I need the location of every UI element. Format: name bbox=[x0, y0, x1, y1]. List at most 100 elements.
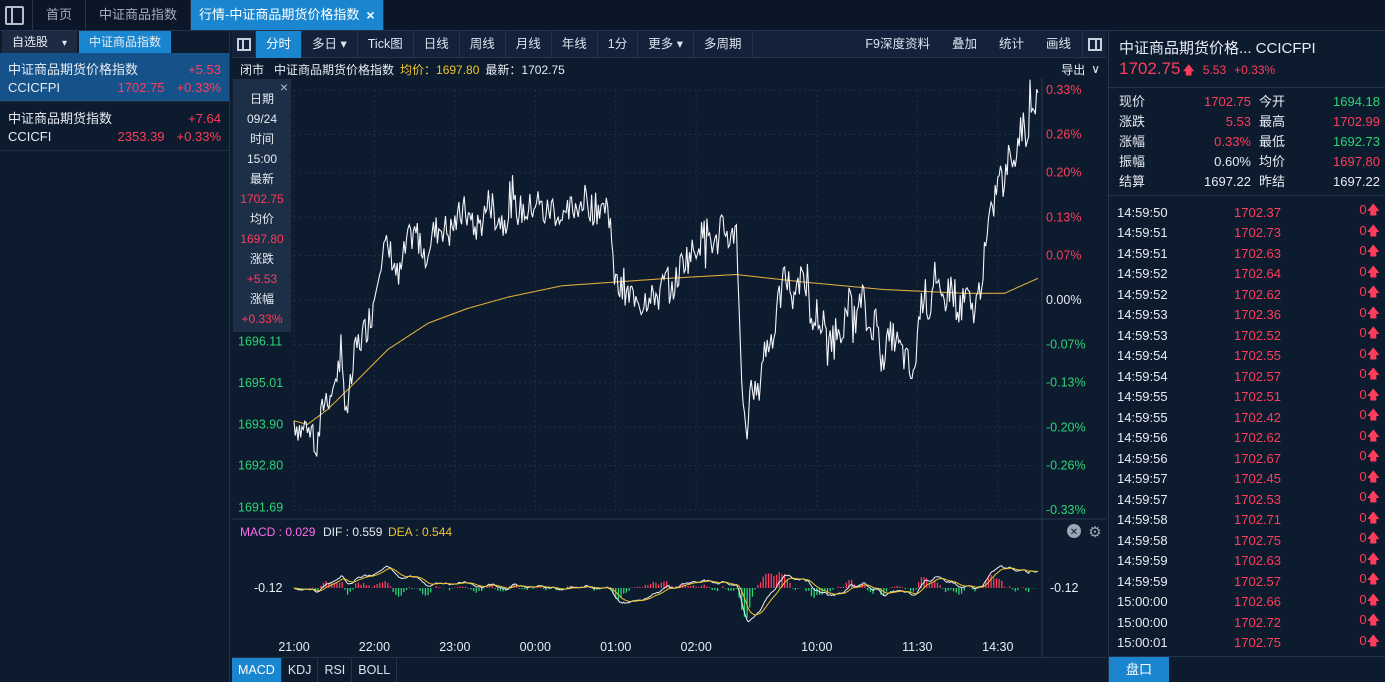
watchlist-tabs: 自选股 ▾ 中证商品指数 bbox=[0, 31, 229, 53]
tick-row: 14:59:55 1702.51 0🡅 bbox=[1109, 387, 1385, 408]
price-tick-label: 1692.80 bbox=[238, 459, 283, 473]
collapse-right-panel-icon[interactable] bbox=[1082, 30, 1106, 58]
time-tick-label: 22:00 bbox=[359, 640, 390, 654]
dea-line bbox=[293, 567, 1038, 616]
tick-price: 1702.73 bbox=[1234, 225, 1281, 241]
tick-row: 15:00:01 1702.75 0🡅 bbox=[1109, 633, 1385, 654]
tick-row: 14:59:58 1702.75 0🡅 bbox=[1109, 530, 1385, 551]
tooltip-label: 日期 bbox=[249, 92, 274, 106]
arrow-up-icon: 🡅 bbox=[1366, 366, 1380, 382]
arrow-up-icon: 🡅 bbox=[1366, 407, 1380, 423]
tick-row: 14:59:54 1702.57 0🡅 bbox=[1109, 366, 1385, 387]
period-1min-button[interactable]: 1分 bbox=[598, 30, 639, 58]
time-tick-label: 10:00 bbox=[801, 640, 832, 654]
tick-row: 14:59:52 1702.62 0🡅 bbox=[1109, 284, 1385, 305]
tab-macd[interactable]: MACD bbox=[232, 658, 282, 682]
time-tick-label: 11:30 bbox=[902, 640, 932, 654]
tick-volume: 0🡅 bbox=[1281, 386, 1380, 408]
tick-time: 14:59:55 bbox=[1117, 389, 1168, 405]
tick-volume-value: 0 bbox=[1359, 427, 1367, 443]
tab-quote-ccicfpi[interactable]: 行情-中证商品期货价格指数 × bbox=[191, 0, 384, 30]
quote-table: 现价 1702.75 今开 1694.18 涨跌 5.53 最高 1702.99 涨幅 0.33%… bbox=[1109, 87, 1385, 196]
time-tick-label: 00:00 bbox=[520, 640, 551, 654]
tick-row: 14:59:57 1702.53 0🡅 bbox=[1109, 489, 1385, 510]
gear-icon[interactable]: ⚙ bbox=[1088, 524, 1101, 541]
item-pct: +0.33% bbox=[176, 80, 221, 95]
tick-time: 15:00:00 bbox=[1117, 594, 1168, 610]
tick-volume-value: 0 bbox=[1359, 284, 1367, 300]
list-item[interactable]: 中证商品期货价格指数 +5.53 CCICFPI 1702.75 +0.33% bbox=[0, 53, 229, 102]
period-multiday-button[interactable]: 多日 ▾ bbox=[302, 30, 358, 58]
tick-price: 1702.63 bbox=[1234, 553, 1281, 569]
arrow-up-icon: 🡅 bbox=[1366, 386, 1380, 402]
tick-time: 14:59:53 bbox=[1117, 307, 1168, 323]
multi-period-button[interactable]: 多周期 bbox=[694, 30, 753, 58]
tick-volume: 0🡅 bbox=[1281, 304, 1380, 326]
layout-toggle-icon[interactable] bbox=[5, 6, 24, 25]
close-icon[interactable]: × bbox=[366, 7, 375, 23]
close-icon[interactable]: × bbox=[279, 79, 288, 95]
draw-line-button[interactable]: 画线 bbox=[1045, 36, 1071, 51]
tab-kdj[interactable]: KDJ bbox=[282, 658, 319, 682]
tab-order-book[interactable]: 盘口 bbox=[1109, 657, 1169, 682]
tick-volume-value: 0 bbox=[1359, 530, 1367, 546]
list-item[interactable]: 中证商品期货指数 +7.64 CCICFI 2353.39 +0.33% bbox=[0, 102, 229, 151]
export-button[interactable]: 导出 ∨ bbox=[1061, 61, 1100, 78]
quote-value: 1697.80 bbox=[1333, 154, 1380, 169]
tick-row: 14:59:55 1702.42 0🡅 bbox=[1109, 407, 1385, 428]
tick-price: 1702.52 bbox=[1234, 327, 1281, 343]
tick-volume-value: 0 bbox=[1359, 509, 1367, 525]
tick-volume: 0🡅 bbox=[1281, 222, 1380, 244]
percent-tick-label: -0.13% bbox=[1046, 376, 1086, 390]
period-yearly-button[interactable]: 年线 bbox=[552, 30, 598, 58]
intraday-chart[interactable]: 1696.11 1695.01 1693.90 1692.80 1691.69 0.33… bbox=[232, 78, 1106, 682]
arrow-up-icon: 🡅 bbox=[1366, 263, 1380, 279]
more-periods-button[interactable]: 更多 ▾ bbox=[638, 30, 694, 58]
tab-rsi[interactable]: RSI bbox=[318, 658, 353, 682]
tick-row: 15:00:00 1702.72 0🡅 bbox=[1109, 612, 1385, 633]
tick-volume: 0🡅 bbox=[1281, 242, 1380, 264]
tab-quote-label: 行情-中证商品期货价格指数 bbox=[199, 7, 360, 22]
statistics-button[interactable]: 统计 bbox=[998, 36, 1024, 51]
tab-home[interactable]: 首页 bbox=[32, 0, 87, 30]
f9-profile-button[interactable]: F9深度资料 bbox=[865, 36, 930, 51]
period-weekly-button[interactable]: 周线 bbox=[460, 30, 506, 58]
crosshair-tooltip: × 日期 09/24 时间 15:00 最新 1702.75 均价 1697.80 涨跌 +5.5… bbox=[233, 79, 291, 332]
tab-boll[interactable]: BOLL bbox=[352, 658, 398, 682]
tick-row: 14:59:57 1702.45 0🡅 bbox=[1109, 469, 1385, 490]
arrow-up-icon: 🡅 bbox=[1366, 489, 1380, 505]
item-pct: +0.33% bbox=[176, 129, 221, 144]
tick-time: 14:59:55 bbox=[1117, 409, 1168, 425]
tab-csi-commodity[interactable]: 中证商品指数 bbox=[79, 31, 172, 53]
quote-row: 现价 1702.75 今开 1694.18 bbox=[1119, 92, 1380, 112]
tick-row: 14:59:56 1702.62 0🡅 bbox=[1109, 428, 1385, 449]
time-tick-label: 01:00 bbox=[600, 640, 631, 654]
tab-my-stocks[interactable]: 自选股 ▾ bbox=[2, 31, 78, 53]
chevron-down-icon[interactable]: ▾ bbox=[62, 38, 68, 49]
item-change: +5.53 bbox=[188, 62, 221, 77]
period-intraday-button[interactable]: 分时 bbox=[256, 30, 303, 58]
tick-volume: 0🡅 bbox=[1281, 611, 1380, 633]
tick-row: 14:59:51 1702.63 0🡅 bbox=[1109, 243, 1385, 264]
macd-axis-left: -0.12 bbox=[254, 581, 283, 595]
overlay-button[interactable]: 叠加 bbox=[951, 36, 977, 51]
tick-list[interactable]: 14:59:50 1702.37 0🡅 14:59:51 1702.73 0🡅 14:59:… bbox=[1109, 202, 1385, 653]
quote-value: 1692.73 bbox=[1333, 134, 1380, 149]
tick-volume: 0🡅 bbox=[1281, 591, 1380, 613]
tick-time: 14:59:58 bbox=[1117, 532, 1168, 548]
tick-volume: 0🡅 bbox=[1281, 406, 1380, 428]
tab-csi-commodity-index[interactable]: 中证商品指数 bbox=[86, 0, 192, 30]
price-tick-label: 1691.69 bbox=[238, 500, 283, 514]
tick-row: 14:59:52 1702.64 0🡅 bbox=[1109, 264, 1385, 285]
close-icon[interactable]: ✕ bbox=[1067, 524, 1081, 538]
arrow-up-icon: 🡅 bbox=[1366, 222, 1380, 238]
tick-time: 14:59:52 bbox=[1117, 286, 1168, 302]
period-monthly-button[interactable]: 月线 bbox=[506, 30, 552, 58]
period-tick-button[interactable]: Tick图 bbox=[358, 30, 414, 58]
period-daily-button[interactable]: 日线 bbox=[414, 30, 460, 58]
arrow-up-icon: 🡅 bbox=[1366, 325, 1380, 341]
avg-price-line bbox=[293, 273, 1039, 426]
panel-toggle-icon[interactable] bbox=[232, 30, 256, 58]
quote-panel: 中证商品期货价格... CCICFPI 1702.75 🡅 5.53 +0.33… bbox=[1108, 31, 1385, 682]
macd-axis-right: -0.12 bbox=[1050, 581, 1079, 595]
